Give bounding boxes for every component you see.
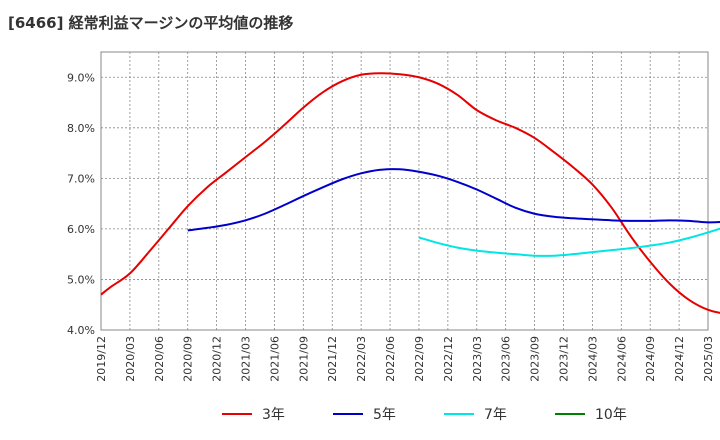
- legend-swatch: [222, 413, 252, 415]
- x-tick-label: 2019/12: [95, 336, 108, 382]
- x-tick-label: 2022/09: [413, 336, 426, 382]
- x-tick-label: 2022/06: [384, 336, 397, 382]
- x-tick-label: 2024/03: [586, 336, 599, 382]
- legend-swatch: [555, 413, 585, 415]
- x-tick-label: 2023/06: [500, 336, 513, 382]
- y-tick-label: 7.0%: [67, 172, 95, 185]
- chart-title: [6466] 経常利益マージンの平均値の推移: [8, 14, 294, 32]
- x-tick-label: 2022/03: [355, 336, 368, 382]
- plot-area: [100, 51, 709, 331]
- x-tick-label: 2021/03: [240, 336, 253, 382]
- x-tick-label: 2021/12: [326, 336, 339, 382]
- x-tick-label: 2020/12: [211, 336, 224, 382]
- x-tick-label: 2025/03: [702, 336, 715, 382]
- series-line-1: [100, 72, 720, 314]
- y-tick-label: 5.0%: [67, 273, 95, 286]
- legend-label: 7年: [484, 407, 507, 423]
- series-layer: [100, 72, 720, 314]
- series-line-2: [187, 168, 720, 232]
- x-tick-label: 2020/06: [153, 336, 166, 382]
- x-tick-label: 2024/09: [644, 336, 657, 382]
- y-tick-label: 9.0%: [67, 71, 95, 84]
- x-tick-label: 2020/03: [124, 336, 137, 382]
- legend-swatch: [333, 413, 363, 415]
- axis-labels: 2019/12 2020/03 2020/06 2020/09 2020/12 2021/…: [67, 71, 715, 381]
- y-tick-label: 6.0%: [67, 223, 95, 236]
- legend-label: 3年: [262, 407, 285, 423]
- legend: 3年 5年 7年 10年: [0, 402, 720, 426]
- x-tick-label: 2024/06: [615, 336, 628, 382]
- x-tick-label: 2021/06: [268, 336, 281, 382]
- legend-label: 5年: [373, 407, 396, 423]
- x-tick-label: 2023/12: [557, 336, 570, 382]
- legend-swatch: [444, 413, 474, 415]
- legend-item: 3年: [222, 402, 285, 426]
- x-tick-label: 2023/09: [529, 336, 542, 382]
- series-line-3: [418, 227, 720, 257]
- y-tick-label: 4.0%: [67, 324, 95, 337]
- x-tick-label: 2021/09: [297, 336, 310, 382]
- x-tick-label: 2022/12: [442, 336, 455, 382]
- y-tick-label: 8.0%: [67, 122, 95, 135]
- legend-item: 5年: [333, 402, 396, 426]
- legend-item: 10年: [555, 402, 627, 426]
- x-tick-label: 2023/03: [471, 336, 484, 382]
- legend-label: 10年: [595, 407, 627, 423]
- legend-item: 7年: [444, 402, 507, 426]
- x-tick-label: 2020/09: [182, 336, 195, 382]
- x-tick-label: 2024/12: [673, 336, 686, 382]
